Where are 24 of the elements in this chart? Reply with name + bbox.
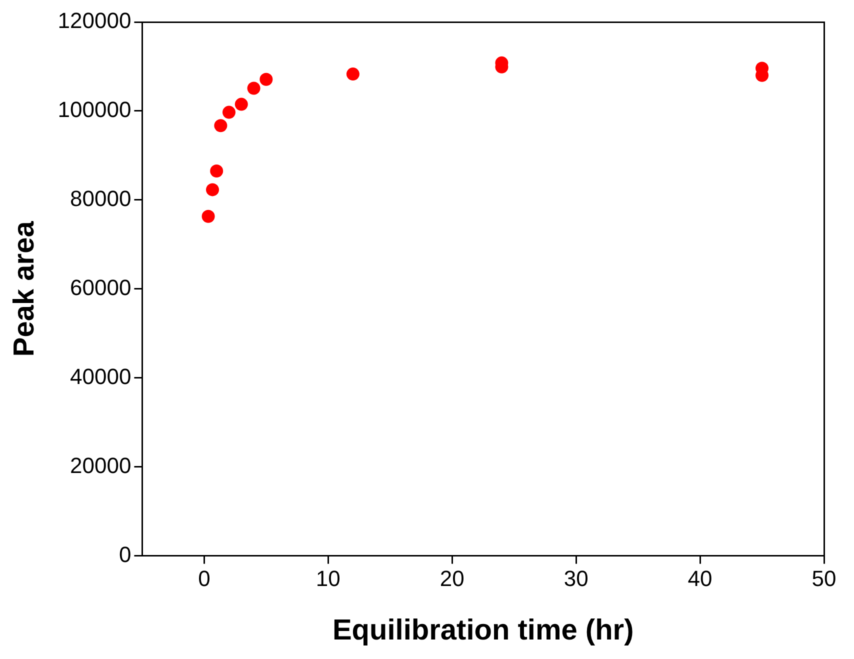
- y-tick-label: 60000: [70, 274, 132, 300]
- point: [210, 164, 224, 178]
- x-axis-title: Equilibration time (hr): [332, 614, 634, 647]
- point: [222, 106, 236, 119]
- point: [247, 82, 260, 95]
- x-tick-label: 50: [812, 566, 836, 592]
- y-tick-label: 120000: [58, 8, 132, 34]
- point: [260, 72, 273, 86]
- x-tick-label: 20: [440, 566, 464, 592]
- x-tick-label: 30: [564, 566, 588, 592]
- x-tick-label: 10: [316, 566, 340, 592]
- y-tick-label: 100000: [58, 97, 132, 122]
- y-tick-label: 0: [118, 542, 132, 567]
- y-axis-title: Peak area: [8, 220, 40, 357]
- point: [346, 68, 360, 81]
- point: [234, 98, 248, 111]
- y-tick-label: 40000: [70, 364, 132, 389]
- y-tick-label: 20000: [70, 452, 132, 478]
- point: [202, 210, 215, 223]
- point: [206, 183, 219, 196]
- point: [214, 119, 228, 132]
- y-tick-label: 80000: [70, 186, 132, 211]
- x-tick-label: 40: [688, 566, 712, 592]
- x-tick-label: 0: [198, 566, 210, 592]
